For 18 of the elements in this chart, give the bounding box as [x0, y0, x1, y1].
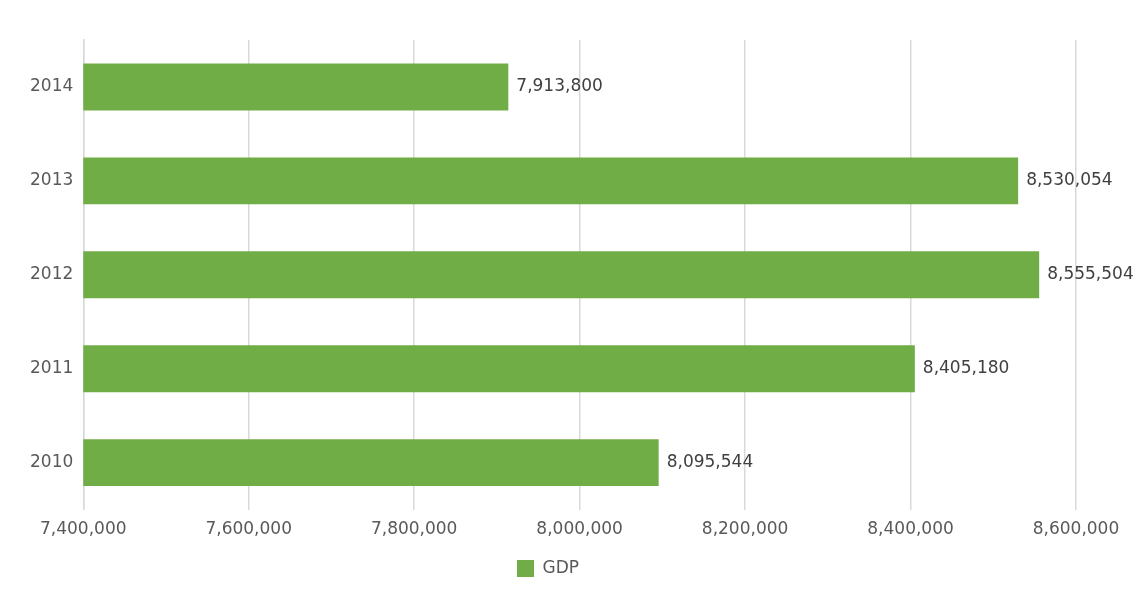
data-label: 8,530,054	[1026, 169, 1113, 190]
x-tick-label: 8,000,000	[536, 518, 623, 539]
y-tick-label: 2013	[30, 169, 74, 190]
x-tick-label: 8,400,000	[867, 518, 954, 539]
data-label: 7,913,800	[516, 75, 603, 96]
y-tick-label: 2011	[30, 357, 74, 378]
x-tick-label: 7,400,000	[40, 518, 127, 539]
x-tick-label: 7,800,000	[370, 518, 458, 539]
y-tick-label: 2014	[30, 75, 74, 96]
y-tick-label: 2012	[30, 263, 74, 284]
data-label: 8,555,504	[1047, 263, 1134, 284]
x-tick-label: 8,600,000	[1032, 518, 1120, 539]
legend-label: GDP	[542, 556, 580, 577]
x-tick-label: 8,200,000	[701, 518, 789, 539]
data-label: 8,405,180	[922, 357, 1010, 378]
x-tick-label: 7,600,000	[205, 518, 292, 539]
data-label: 8,095,544	[666, 451, 754, 472]
y-tick-label: 2010	[30, 451, 74, 472]
